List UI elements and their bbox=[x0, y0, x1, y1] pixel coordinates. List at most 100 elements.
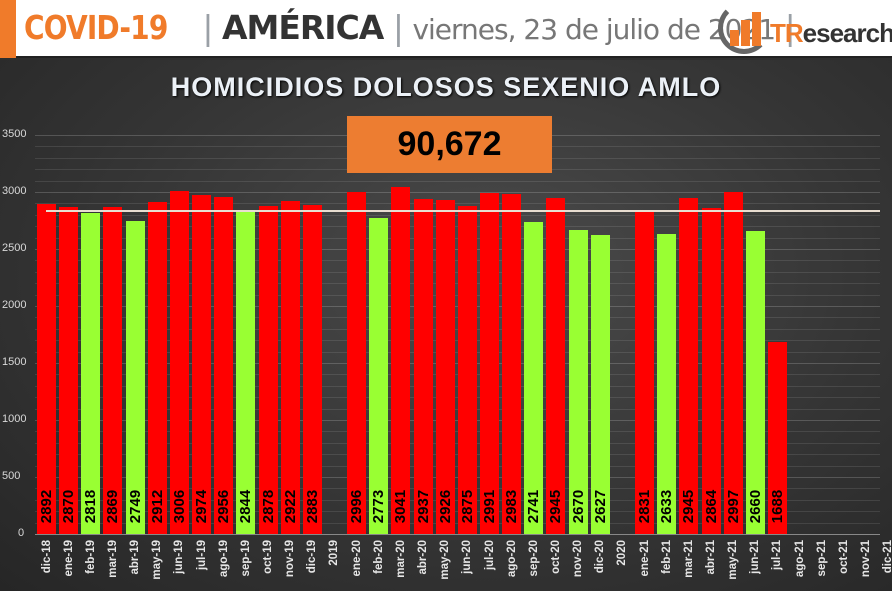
logo-swoosh-icon bbox=[718, 2, 770, 54]
gridline bbox=[35, 226, 880, 227]
bar-may-21: 2997 bbox=[724, 192, 743, 534]
gridline bbox=[35, 249, 880, 250]
logo-text: TResearch bbox=[770, 18, 892, 48]
x-tick-label: dic-20 bbox=[594, 540, 606, 574]
bar-nov-20: 2670 bbox=[569, 230, 588, 534]
x-tick-label: jul-19 bbox=[196, 540, 208, 571]
x-axis-line bbox=[35, 534, 880, 535]
separator: | bbox=[784, 8, 796, 47]
x-tick-label: sep-19 bbox=[240, 540, 252, 577]
bar-value-label: 2844 bbox=[237, 489, 254, 523]
bar-value-label: 2869 bbox=[104, 489, 121, 523]
x-tick-label: nov-20 bbox=[572, 540, 584, 578]
gridline bbox=[35, 215, 880, 216]
bar-may-20: 2926 bbox=[436, 200, 455, 534]
separator: | bbox=[202, 8, 213, 47]
x-tick-label: may-21 bbox=[727, 540, 739, 580]
gridline bbox=[35, 203, 880, 204]
x-tick-label: mar-21 bbox=[683, 540, 695, 578]
bar-value-label: 2633 bbox=[658, 489, 675, 523]
gridline bbox=[35, 260, 880, 261]
header-banner: COVID-19 | AMÉRICA | viernes, 23 de juli… bbox=[0, 0, 892, 58]
bar-may-19: 2912 bbox=[148, 202, 167, 534]
bar-value-label: 2974 bbox=[193, 489, 210, 523]
x-tick-label: oct-19 bbox=[262, 540, 274, 574]
bar-value-label: 2983 bbox=[503, 489, 520, 523]
gridline bbox=[35, 466, 880, 467]
x-tick-label: mar-19 bbox=[107, 540, 119, 578]
gridline bbox=[35, 352, 880, 353]
x-tick-label: jul-20 bbox=[484, 540, 496, 571]
bar-value-label: 2956 bbox=[215, 489, 232, 523]
x-tick-label: feb-20 bbox=[373, 540, 385, 574]
bar-value-label: 2870 bbox=[60, 489, 77, 523]
bar-value-label: 2878 bbox=[260, 489, 277, 523]
y-tick-label: 3000 bbox=[2, 185, 27, 197]
bar-value-label: 2926 bbox=[437, 489, 454, 523]
bar-feb-20: 2773 bbox=[369, 218, 388, 534]
x-tick-label: ene-19 bbox=[63, 540, 75, 577]
bar-dic-19: 2883 bbox=[303, 205, 322, 534]
bar-dic-20: 2627 bbox=[591, 235, 610, 534]
bar-value-label: 2773 bbox=[370, 489, 387, 523]
gridline bbox=[35, 295, 880, 296]
bar-value-label: 2818 bbox=[82, 489, 99, 523]
bar-ene-20: 2996 bbox=[347, 192, 366, 534]
bar-value-label: 2991 bbox=[481, 489, 498, 523]
bar-mar-19: 2869 bbox=[103, 207, 122, 534]
gridline bbox=[35, 386, 880, 387]
gridline bbox=[35, 329, 880, 330]
bar-abr-20: 2937 bbox=[414, 199, 433, 534]
x-tick-label: 2019 bbox=[328, 540, 340, 566]
bar-jun-20: 2875 bbox=[458, 206, 477, 534]
gridline bbox=[35, 272, 880, 273]
bar-value-label: 3006 bbox=[171, 489, 188, 523]
x-tick-label: abr-20 bbox=[417, 540, 429, 575]
date-label: viernes, 23 de julio de 2021 bbox=[412, 13, 776, 46]
bar-value-label: 1688 bbox=[769, 489, 786, 523]
x-tick-label: dic-18 bbox=[41, 540, 53, 574]
bar-oct-19: 2878 bbox=[259, 206, 278, 534]
bar-jul-21: 1688 bbox=[768, 342, 787, 534]
header-accent-bar bbox=[0, 0, 16, 58]
bar-value-label: 2670 bbox=[570, 489, 587, 523]
bar-feb-19: 2818 bbox=[81, 213, 100, 534]
gridline bbox=[35, 306, 880, 307]
bar-oct-20: 2945 bbox=[546, 198, 565, 534]
x-tick-label: jul-21 bbox=[771, 540, 783, 571]
bar-value-label: 2945 bbox=[680, 489, 697, 523]
x-tick-label: abr-21 bbox=[705, 540, 717, 575]
bar-abr-21: 2864 bbox=[702, 208, 721, 534]
bar-jun-21: 2660 bbox=[746, 231, 765, 534]
bar-jun-19: 3006 bbox=[170, 191, 189, 534]
x-tick-label: nov-19 bbox=[284, 540, 296, 578]
bar-ene-19: 2870 bbox=[59, 207, 78, 534]
y-tick-label: 500 bbox=[2, 470, 21, 482]
bar-value-label: 2912 bbox=[149, 489, 166, 523]
gridline bbox=[35, 340, 880, 341]
gridline bbox=[35, 363, 880, 364]
bar-value-label: 2741 bbox=[525, 489, 542, 523]
gridline bbox=[35, 488, 880, 489]
bar-feb-21: 2633 bbox=[657, 234, 676, 534]
bar-value-label: 2883 bbox=[304, 489, 321, 523]
gridline bbox=[35, 181, 880, 182]
x-tick-label: feb-21 bbox=[661, 540, 673, 574]
x-tick-label: may-20 bbox=[439, 540, 451, 580]
gridline bbox=[35, 420, 880, 421]
bar-value-label: 2864 bbox=[703, 489, 720, 523]
bar-value-label: 2945 bbox=[547, 489, 564, 523]
x-tick-label: oct-20 bbox=[550, 540, 562, 574]
bar-value-label: 2627 bbox=[592, 489, 609, 523]
gridline bbox=[35, 283, 880, 284]
bar-jul-20: 2991 bbox=[480, 193, 499, 534]
bar-jul-19: 2974 bbox=[192, 195, 211, 534]
x-tick-label: mar-20 bbox=[395, 540, 407, 578]
gridline bbox=[35, 443, 880, 444]
bar-nov-19: 2922 bbox=[281, 201, 300, 534]
gridline bbox=[35, 523, 880, 524]
total-badge: 90,672 bbox=[347, 116, 552, 173]
gridline bbox=[35, 511, 880, 512]
bar-ene-21: 2831 bbox=[635, 211, 654, 534]
gridline bbox=[35, 500, 880, 501]
